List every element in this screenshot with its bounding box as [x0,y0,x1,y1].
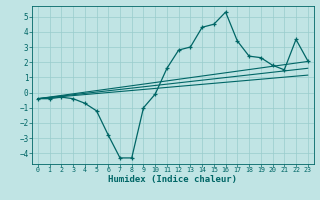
X-axis label: Humidex (Indice chaleur): Humidex (Indice chaleur) [108,175,237,184]
